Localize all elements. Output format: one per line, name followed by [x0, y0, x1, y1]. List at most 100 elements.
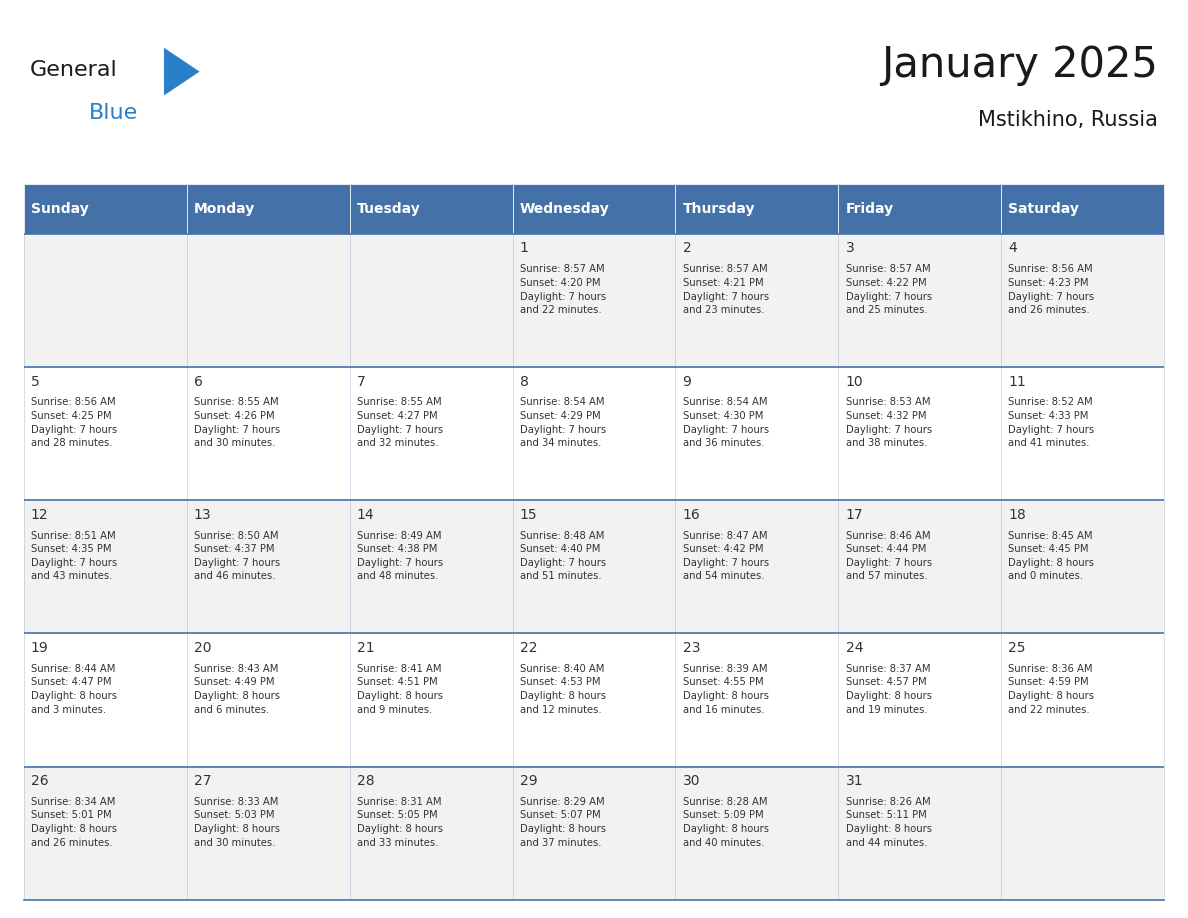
Bar [1001, 767, 1164, 900]
Text: Sunrise: 8:56 AM
Sunset: 4:23 PM
Daylight: 7 hours
and 26 minutes.: Sunrise: 8:56 AM Sunset: 4:23 PM Dayligh… [1009, 264, 1094, 315]
Bar [676, 500, 839, 633]
Text: 16: 16 [683, 508, 701, 521]
Text: Sunrise: 8:54 AM
Sunset: 4:29 PM
Daylight: 7 hours
and 34 minutes.: Sunrise: 8:54 AM Sunset: 4:29 PM Dayligh… [519, 397, 606, 448]
Bar [349, 234, 512, 367]
Text: 23: 23 [683, 641, 700, 655]
Bar [512, 633, 676, 767]
Bar [676, 184, 839, 234]
Text: Sunrise: 8:41 AM
Sunset: 4:51 PM
Daylight: 8 hours
and 9 minutes.: Sunrise: 8:41 AM Sunset: 4:51 PM Dayligh… [356, 664, 443, 714]
Text: 10: 10 [846, 375, 864, 388]
Bar [349, 767, 512, 900]
Text: Sunrise: 8:47 AM
Sunset: 4:42 PM
Daylight: 7 hours
and 54 minutes.: Sunrise: 8:47 AM Sunset: 4:42 PM Dayligh… [683, 531, 769, 581]
Polygon shape [164, 48, 200, 95]
Text: 20: 20 [194, 641, 211, 655]
Text: Sunrise: 8:49 AM
Sunset: 4:38 PM
Daylight: 7 hours
and 48 minutes.: Sunrise: 8:49 AM Sunset: 4:38 PM Dayligh… [356, 531, 443, 581]
Text: Saturday: Saturday [1009, 202, 1080, 216]
Text: Sunrise: 8:44 AM
Sunset: 4:47 PM
Daylight: 8 hours
and 3 minutes.: Sunrise: 8:44 AM Sunset: 4:47 PM Dayligh… [31, 664, 116, 714]
Text: 29: 29 [519, 774, 537, 788]
Text: Friday: Friday [846, 202, 893, 216]
Text: Sunrise: 8:39 AM
Sunset: 4:55 PM
Daylight: 8 hours
and 16 minutes.: Sunrise: 8:39 AM Sunset: 4:55 PM Dayligh… [683, 664, 769, 714]
Text: 15: 15 [519, 508, 537, 521]
Text: Sunrise: 8:55 AM
Sunset: 4:27 PM
Daylight: 7 hours
and 32 minutes.: Sunrise: 8:55 AM Sunset: 4:27 PM Dayligh… [356, 397, 443, 448]
Bar [24, 234, 187, 367]
Bar [512, 234, 676, 367]
Text: 22: 22 [519, 641, 537, 655]
Text: 8: 8 [519, 375, 529, 388]
Text: Sunrise: 8:46 AM
Sunset: 4:44 PM
Daylight: 7 hours
and 57 minutes.: Sunrise: 8:46 AM Sunset: 4:44 PM Dayligh… [846, 531, 931, 581]
Bar [1001, 633, 1164, 767]
Text: Monday: Monday [194, 202, 255, 216]
Text: 12: 12 [31, 508, 49, 521]
Text: Sunrise: 8:54 AM
Sunset: 4:30 PM
Daylight: 7 hours
and 36 minutes.: Sunrise: 8:54 AM Sunset: 4:30 PM Dayligh… [683, 397, 769, 448]
Text: Sunrise: 8:43 AM
Sunset: 4:49 PM
Daylight: 8 hours
and 6 minutes.: Sunrise: 8:43 AM Sunset: 4:49 PM Dayligh… [194, 664, 280, 714]
Text: 4: 4 [1009, 241, 1017, 255]
Text: Sunrise: 8:52 AM
Sunset: 4:33 PM
Daylight: 7 hours
and 41 minutes.: Sunrise: 8:52 AM Sunset: 4:33 PM Dayligh… [1009, 397, 1094, 448]
Text: 19: 19 [31, 641, 49, 655]
Bar [24, 367, 187, 500]
Bar [187, 500, 349, 633]
Text: Mstikhino, Russia: Mstikhino, Russia [979, 110, 1158, 130]
Text: Sunrise: 8:53 AM
Sunset: 4:32 PM
Daylight: 7 hours
and 38 minutes.: Sunrise: 8:53 AM Sunset: 4:32 PM Dayligh… [846, 397, 931, 448]
Bar [349, 633, 512, 767]
Text: Sunrise: 8:33 AM
Sunset: 5:03 PM
Daylight: 8 hours
and 30 minutes.: Sunrise: 8:33 AM Sunset: 5:03 PM Dayligh… [194, 797, 280, 847]
Text: Sunrise: 8:48 AM
Sunset: 4:40 PM
Daylight: 7 hours
and 51 minutes.: Sunrise: 8:48 AM Sunset: 4:40 PM Dayligh… [519, 531, 606, 581]
Bar [24, 184, 187, 234]
Bar [1001, 367, 1164, 500]
Bar [839, 367, 1001, 500]
Text: Sunrise: 8:34 AM
Sunset: 5:01 PM
Daylight: 8 hours
and 26 minutes.: Sunrise: 8:34 AM Sunset: 5:01 PM Dayligh… [31, 797, 116, 847]
Bar [187, 367, 349, 500]
Text: 7: 7 [356, 375, 366, 388]
Text: Blue: Blue [89, 103, 138, 123]
Bar [349, 184, 512, 234]
Bar [839, 767, 1001, 900]
Bar [512, 184, 676, 234]
Bar [187, 234, 349, 367]
Text: 30: 30 [683, 774, 700, 788]
Bar [839, 234, 1001, 367]
Bar [24, 500, 187, 633]
Text: Sunrise: 8:26 AM
Sunset: 5:11 PM
Daylight: 8 hours
and 44 minutes.: Sunrise: 8:26 AM Sunset: 5:11 PM Dayligh… [846, 797, 931, 847]
Bar [187, 184, 349, 234]
Text: Sunrise: 8:29 AM
Sunset: 5:07 PM
Daylight: 8 hours
and 37 minutes.: Sunrise: 8:29 AM Sunset: 5:07 PM Dayligh… [519, 797, 606, 847]
Text: Sunrise: 8:50 AM
Sunset: 4:37 PM
Daylight: 7 hours
and 46 minutes.: Sunrise: 8:50 AM Sunset: 4:37 PM Dayligh… [194, 531, 280, 581]
Text: 31: 31 [846, 774, 864, 788]
Text: January 2025: January 2025 [881, 44, 1158, 86]
Text: Sunrise: 8:56 AM
Sunset: 4:25 PM
Daylight: 7 hours
and 28 minutes.: Sunrise: 8:56 AM Sunset: 4:25 PM Dayligh… [31, 397, 116, 448]
Text: 6: 6 [194, 375, 203, 388]
Text: 17: 17 [846, 508, 864, 521]
Text: Tuesday: Tuesday [356, 202, 421, 216]
Text: Sunrise: 8:37 AM
Sunset: 4:57 PM
Daylight: 8 hours
and 19 minutes.: Sunrise: 8:37 AM Sunset: 4:57 PM Dayligh… [846, 664, 931, 714]
Bar [512, 500, 676, 633]
Bar [187, 633, 349, 767]
Text: 11: 11 [1009, 375, 1026, 388]
Text: Sunrise: 8:51 AM
Sunset: 4:35 PM
Daylight: 7 hours
and 43 minutes.: Sunrise: 8:51 AM Sunset: 4:35 PM Dayligh… [31, 531, 116, 581]
Bar [187, 767, 349, 900]
Text: Sunrise: 8:28 AM
Sunset: 5:09 PM
Daylight: 8 hours
and 40 minutes.: Sunrise: 8:28 AM Sunset: 5:09 PM Dayligh… [683, 797, 769, 847]
Bar [349, 500, 512, 633]
Text: General: General [30, 60, 118, 80]
Text: 25: 25 [1009, 641, 1026, 655]
Bar [24, 767, 187, 900]
Text: Sunrise: 8:36 AM
Sunset: 4:59 PM
Daylight: 8 hours
and 22 minutes.: Sunrise: 8:36 AM Sunset: 4:59 PM Dayligh… [1009, 664, 1094, 714]
Bar [24, 633, 187, 767]
Bar [349, 367, 512, 500]
Text: 28: 28 [356, 774, 374, 788]
Text: 18: 18 [1009, 508, 1026, 521]
Bar [512, 367, 676, 500]
Text: Sunrise: 8:57 AM
Sunset: 4:20 PM
Daylight: 7 hours
and 22 minutes.: Sunrise: 8:57 AM Sunset: 4:20 PM Dayligh… [519, 264, 606, 315]
Text: Sunrise: 8:31 AM
Sunset: 5:05 PM
Daylight: 8 hours
and 33 minutes.: Sunrise: 8:31 AM Sunset: 5:05 PM Dayligh… [356, 797, 443, 847]
Bar [512, 767, 676, 900]
Text: Sunrise: 8:57 AM
Sunset: 4:22 PM
Daylight: 7 hours
and 25 minutes.: Sunrise: 8:57 AM Sunset: 4:22 PM Dayligh… [846, 264, 931, 315]
Text: Sunrise: 8:55 AM
Sunset: 4:26 PM
Daylight: 7 hours
and 30 minutes.: Sunrise: 8:55 AM Sunset: 4:26 PM Dayligh… [194, 397, 280, 448]
Bar [676, 367, 839, 500]
Text: 24: 24 [846, 641, 862, 655]
Text: 5: 5 [31, 375, 39, 388]
Bar [839, 633, 1001, 767]
Bar [839, 500, 1001, 633]
Bar [676, 234, 839, 367]
Bar [839, 184, 1001, 234]
Text: 1: 1 [519, 241, 529, 255]
Text: 3: 3 [846, 241, 854, 255]
Text: Thursday: Thursday [683, 202, 756, 216]
Bar [676, 767, 839, 900]
